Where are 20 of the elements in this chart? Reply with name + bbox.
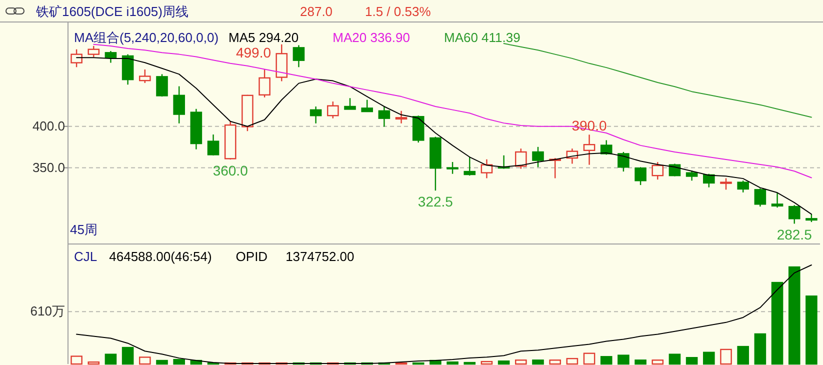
annotation: 499.0 — [236, 44, 272, 60]
chart-title: CJL — [74, 249, 98, 264]
text: MA5 294.20 — [228, 30, 299, 45]
annotation: 282.5 — [776, 226, 812, 243]
chart-subtitle: 464588.00(46:54) — [109, 249, 212, 264]
annotation: 390.0 — [572, 118, 607, 134]
annotation: 360.0 — [212, 162, 248, 179]
y-tick-label: 350.0 — [32, 160, 65, 175]
series-label: MA60 411.39 — [444, 30, 520, 45]
chart-title: 铁矿1605(DCE i1605)周线 — [35, 4, 188, 19]
text: 1.5 / 0.53% — [365, 4, 432, 19]
annotation: 322.5 — [418, 194, 454, 210]
ref-line-label: 610万 — [30, 304, 65, 319]
legend-title: MA组合(5,240,20,60,0,0) — [74, 30, 219, 45]
text: MA20 336.90 — [332, 30, 410, 45]
y-tick-label: 400.0 — [32, 118, 65, 134]
annotation: 45周 — [70, 222, 98, 237]
text: OPID — [236, 249, 268, 264]
text: 1374752.00 — [286, 249, 354, 264]
text: 287.0 — [300, 4, 333, 19]
